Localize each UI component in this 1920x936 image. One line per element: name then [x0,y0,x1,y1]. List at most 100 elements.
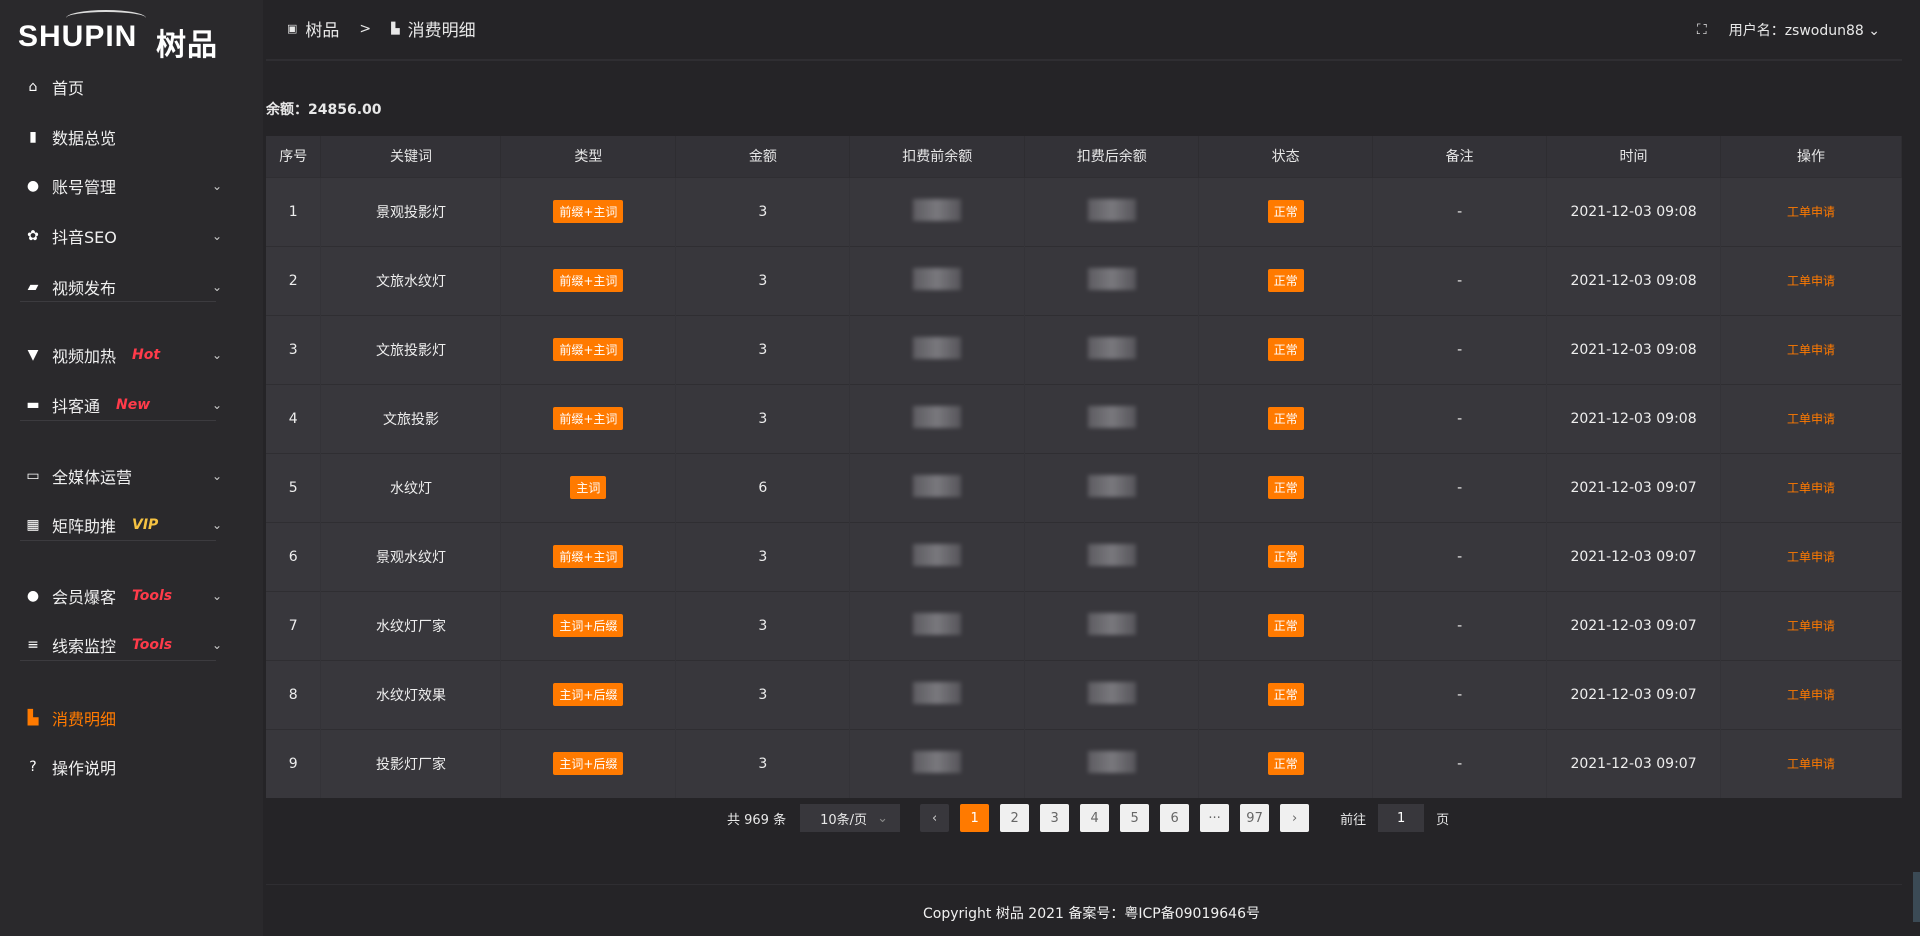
page-button[interactable]: 1 [960,804,990,832]
balance-after-blurred [1087,750,1136,773]
row-number: 6 [266,521,322,591]
fullscreen-icon[interactable]: ⛶ [1696,22,1707,38]
table-row: 1 景观投影灯 前缀+主词 3 正常 - 2021-12-03 09:08 工单… [266,176,1902,246]
amount: 3 [675,659,851,729]
sidebar-item-1[interactable]: ▮ 数据总览 [0,117,240,157]
sidebar-item-9[interactable]: ● 会员爆客 Tools ⌄ [0,576,240,616]
column-header: 关键词 [320,136,502,177]
type-tag: 主词+后缀 [553,683,624,706]
chevron-down-icon: ⌄ [212,469,223,483]
chevron-down-icon: ⌄ [212,179,223,193]
chevron-down-icon: ⌄ [212,518,223,532]
breadcrumb-separator: > [359,20,372,37]
sidebar-item-label: 视频发布 [52,279,117,298]
note: - [1372,452,1548,522]
ticket-apply-link[interactable]: 工单申请 [1787,550,1836,564]
total-count: 共 969 条 [727,812,787,828]
ticket-apply-link[interactable]: 工单申请 [1787,343,1836,357]
balance-before-blurred [913,336,962,359]
goto-page-input[interactable]: 1 [1378,804,1425,832]
page-button[interactable]: 97 [1240,804,1270,832]
row-number: 5 [266,452,322,522]
amount: 3 [675,245,851,315]
sidebar-item-2[interactable]: ● 账号管理 ⌄ [0,166,240,206]
chevron-down-icon: ⌄ [212,398,223,412]
keyword: 景观水纹灯 [320,521,502,591]
sidebar-item-label: 全媒体运营 [52,468,133,487]
wallet-icon: ▙ [27,710,39,726]
page-button[interactable]: 2 [1000,804,1030,832]
balance-before-blurred [913,612,962,635]
note: - [1372,314,1548,384]
type-tag: 主词+后缀 [553,614,624,637]
sidebar-item-5[interactable]: ▼ 视频加热 Hot ⌄ [0,335,240,375]
ticket-apply-link[interactable]: 工单申请 [1787,274,1836,288]
breadcrumb-home[interactable]: 树品 [305,21,340,41]
chevron-down-icon: ⌄ [212,589,223,603]
keyword: 投影灯厂家 [320,728,502,798]
keyword: 水纹灯 [320,452,502,522]
footer-divider [266,884,1902,885]
page-button[interactable]: 4 [1080,804,1110,832]
ticket-apply-link[interactable]: 工单申请 [1787,205,1836,219]
page-button[interactable]: 5 [1120,804,1150,832]
balance-after-blurred [1087,681,1136,704]
sidebar-item-6[interactable]: ▬ 抖客通 New ⌄ [0,385,240,425]
time: 2021-12-03 09:08 [1546,176,1722,246]
ticket-apply-link[interactable]: 工单申请 [1787,619,1836,633]
balance: 余额：24856.00 [266,102,382,118]
sidebar-item-label: 矩阵助推 [52,517,117,536]
row-number: 7 [266,590,322,660]
prev-page-button[interactable]: ‹ [920,804,950,832]
sidebar-item-11[interactable]: ▙ 消费明细 [0,698,240,738]
page-button[interactable]: 6 [1160,804,1190,832]
row-number: 2 [266,245,322,315]
page-button[interactable]: 3 [1040,804,1070,832]
column-header: 类型 [500,136,677,177]
ticket-apply-link[interactable]: 工单申请 [1787,412,1836,426]
sidebar-item-label: 消费明细 [52,710,117,729]
page-button[interactable]: ··· [1200,804,1230,832]
user-menu[interactable]: 用户名：zswodun88 ⌄ [1728,23,1880,39]
home-icon: ⌂ [28,79,38,95]
table-row: 7 水纹灯厂家 主词+后缀 3 正常 - 2021-12-03 09:07 工单… [266,590,1902,660]
row-number: 1 [266,176,322,246]
ticket-apply-link[interactable]: 工单申请 [1787,757,1836,772]
sidebar-divider [20,660,216,661]
logo: SHUPIN 树品 [18,10,228,62]
sidebar-item-12[interactable]: ? 操作说明 [0,747,240,787]
balance-after-blurred [1087,612,1136,635]
type-tag: 前缀+主词 [553,407,624,430]
scrollbar[interactable] [1913,872,1920,922]
time: 2021-12-03 09:08 [1546,383,1722,453]
amount: 3 [675,176,851,246]
next-page-button[interactable]: › [1280,804,1310,832]
ticket-apply-link[interactable]: 工单申请 [1787,688,1836,702]
keyword: 文旅投影 [320,383,502,453]
sidebar-item-0[interactable]: ⌂ 首页 [0,67,240,107]
sidebar-badge: Hot [132,347,161,363]
amount: 3 [675,314,851,384]
balance-before-blurred [913,681,962,704]
sidebar-item-10[interactable]: ≡ 线索监控 Tools ⌄ [0,625,240,665]
note: - [1372,176,1548,246]
amount: 3 [675,383,851,453]
sidebar-item-7[interactable]: ▭ 全媒体运营 ⌄ [0,456,240,496]
column-header: 备注 [1372,136,1548,177]
header: ▣ 树品 > ▙ 消费明细 ⛶ 用户名：zswodun88 ⌄ [263,0,1920,59]
balance-before-blurred [913,405,962,428]
balance-before-blurred [913,267,962,290]
page-size-select[interactable]: 10条/页 ⌄ [800,804,901,832]
sidebar-item-3[interactable]: ✿ 抖音SEO ⌄ [0,216,240,256]
status-badge: 正常 [1267,200,1304,223]
column-header: 状态 [1198,136,1374,177]
ticket-apply-link[interactable]: 工单申请 [1787,481,1836,495]
table-row: 8 水纹灯效果 主词+后缀 3 正常 - 2021-12-03 09:07 工单… [266,659,1902,729]
keyword: 文旅投影灯 [320,314,502,384]
column-header: 扣费后余额 [1024,136,1200,177]
amount: 6 [675,452,851,522]
balance-after-blurred [1087,336,1136,359]
sidebar-item-8[interactable]: ▦ 矩阵助推 VIP ⌄ [0,505,240,545]
table-row: 9 投影灯厂家 主词+后缀 3 正常 - 2021-12-03 09:07 工单… [266,728,1902,798]
sidebar-item-4[interactable]: ▰ 视频发布 ⌄ [0,267,240,307]
